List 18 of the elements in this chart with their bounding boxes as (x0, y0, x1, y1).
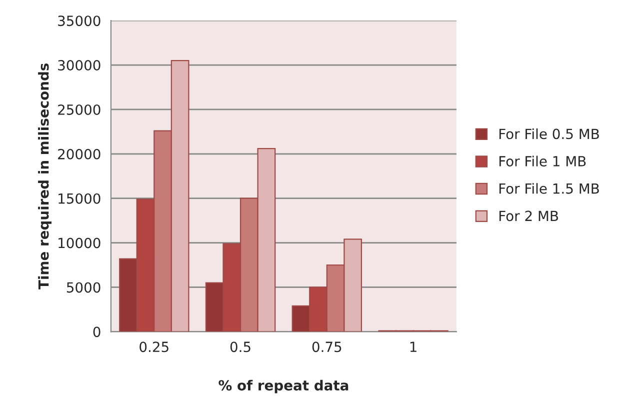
y-tick-label: 5000 (66, 282, 100, 293)
y-tick-label: 20000 (58, 148, 100, 160)
x-tick-label: 1 (410, 342, 416, 352)
legend-label: For File 1 MB (499, 156, 586, 166)
y-tick-label: 30000 (58, 60, 100, 71)
x-axis-title: % of repeat data (218, 380, 348, 394)
legend-label: For 2 MB (499, 210, 558, 222)
y-tick-label: 10000 (58, 238, 100, 248)
y-tick-label: 15000 (58, 193, 100, 204)
legend-label: For File 0.5 MB (499, 128, 599, 140)
y-tick-label: 35000 (58, 16, 100, 26)
y-tick-label: 0 (93, 326, 100, 338)
x-tick-label: 0.75 (312, 342, 342, 352)
y-axis-title: Time required in miliseconds (38, 63, 52, 290)
y-tick-label: 25000 (58, 104, 100, 115)
x-tick-label: 0.25 (140, 342, 168, 352)
x-tick-label: 0.5 (230, 342, 250, 352)
legend-label: For File 1.5 MB (499, 183, 599, 194)
